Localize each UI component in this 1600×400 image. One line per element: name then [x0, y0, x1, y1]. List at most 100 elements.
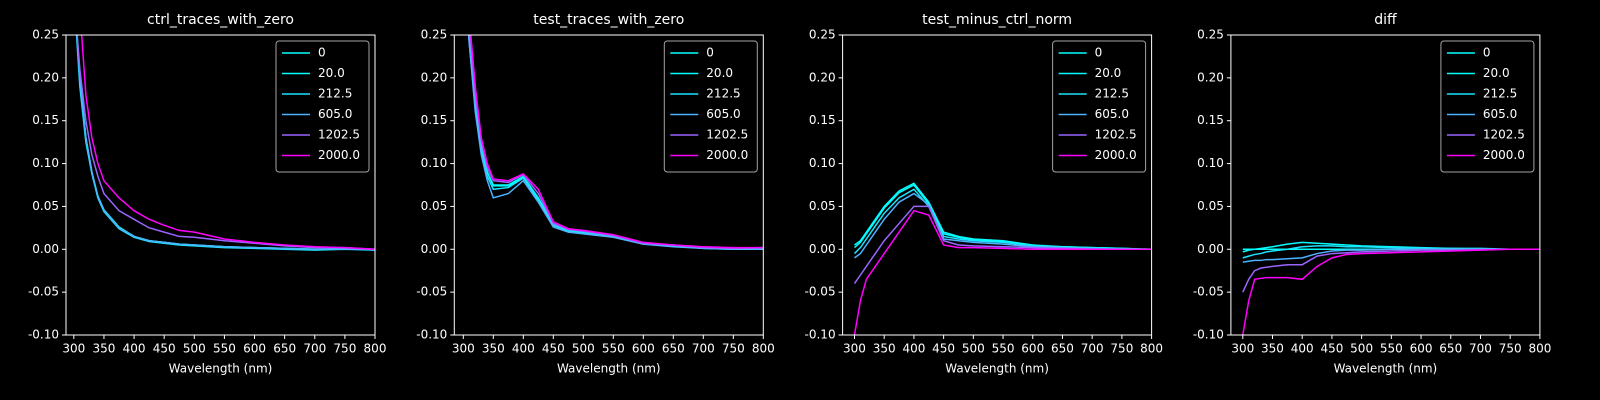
y-tick-label: 0.10: [421, 156, 448, 170]
series-line: [470, 35, 764, 249]
y-tick-label: 0.20: [1197, 70, 1224, 84]
x-axis-label: Wavelength (nm): [945, 362, 1049, 376]
y-tick-label: 0.15: [1197, 113, 1224, 127]
legend-label: 20.0: [706, 66, 733, 80]
x-tick-label: 400: [123, 342, 146, 356]
x-tick-label: 400: [902, 342, 925, 356]
y-tick-label: 0.05: [809, 199, 836, 213]
x-tick-label: 650: [1051, 342, 1074, 356]
x-tick-label: 700: [1081, 342, 1104, 356]
x-axis-label: Wavelength (nm): [557, 362, 661, 376]
x-tick-label: 450: [932, 342, 955, 356]
y-tick-label: 0.00: [421, 242, 448, 256]
legend-label: 605.0: [706, 107, 740, 121]
legend-label: 20.0: [318, 66, 345, 80]
series-line: [80, 35, 375, 251]
x-tick-label: 500: [572, 342, 595, 356]
x-axis-label: Wavelength (nm): [169, 362, 273, 376]
axes-frame: [842, 34, 1153, 336]
y-tick-label: 0.25: [421, 28, 448, 42]
legend-label: 0: [318, 46, 326, 60]
legend-label: 1202.5: [318, 128, 360, 142]
y-tick-label: 0.20: [421, 70, 448, 84]
x-tick-label: 750: [333, 342, 356, 356]
legend-label: 212.5: [1095, 87, 1129, 101]
x-tick-label: 450: [153, 342, 176, 356]
axes-frame: [1230, 34, 1541, 336]
legend-label: 2000.0: [318, 148, 360, 162]
plot-lines: [75, 35, 375, 251]
y-tick-label: 0.20: [809, 70, 836, 84]
legend-label: 1202.5: [1483, 128, 1525, 142]
x-tick-label: 800: [1140, 342, 1163, 356]
series-line: [467, 35, 764, 251]
x-tick-label: 550: [602, 342, 625, 356]
series-line: [76, 35, 375, 251]
x-tick-label: 800: [364, 342, 387, 356]
legend-label: 0: [1483, 46, 1491, 60]
y-tick-label: -0.05: [416, 285, 447, 299]
y-tick-label: 0.10: [809, 156, 836, 170]
x-tick-label: 300: [62, 342, 85, 356]
x-tick-label: 500: [183, 342, 206, 356]
y-tick-label: -0.05: [28, 285, 59, 299]
x-tick-label: 450: [1320, 342, 1343, 356]
y-tick-label: 0.10: [1197, 156, 1224, 170]
x-tick-label: 550: [1380, 342, 1403, 356]
y-tick-label: 0.20: [32, 70, 59, 84]
x-axis-label: Wavelength (nm): [1334, 362, 1438, 376]
series-line: [1242, 248, 1540, 293]
x-tick-label: 300: [1231, 342, 1254, 356]
legend-label: 20.0: [1095, 66, 1122, 80]
x-tick-label: 350: [1261, 342, 1284, 356]
chart-title: test_minus_ctrl_norm: [922, 12, 1072, 28]
legend-label: 2000.0: [1483, 148, 1525, 162]
x-tick-label: 750: [722, 342, 745, 356]
x-tick-label: 600: [632, 342, 655, 356]
x-tick-label: 350: [482, 342, 505, 356]
plot-lines: [467, 35, 764, 251]
y-tick-label: 0.05: [421, 199, 448, 213]
legend-label: 605.0: [1095, 107, 1129, 121]
legend-label: 0: [1095, 46, 1103, 60]
legend-label: 1202.5: [706, 128, 748, 142]
y-tick-label: 0.15: [32, 113, 59, 127]
x-tick-label: 650: [1439, 342, 1462, 356]
legend-label: 20.0: [1483, 66, 1510, 80]
x-tick-label: 550: [992, 342, 1015, 356]
legend-label: 0: [706, 46, 714, 60]
legend-label: 212.5: [706, 87, 740, 101]
legend-label: 212.5: [318, 87, 352, 101]
y-tick-label: 0.25: [809, 28, 836, 42]
x-tick-label: 700: [1469, 342, 1492, 356]
x-tick-label: 600: [1021, 342, 1044, 356]
axes-frame: [65, 34, 376, 336]
y-tick-label: -0.10: [416, 328, 447, 342]
y-tick-label: -0.05: [805, 285, 836, 299]
series-line: [853, 209, 1152, 335]
legend-label: 2000.0: [706, 148, 748, 162]
x-tick-label: 400: [512, 342, 535, 356]
y-tick-label: 0.00: [809, 242, 836, 256]
x-tick-label: 650: [662, 342, 685, 356]
y-tick-label: 0.00: [32, 242, 59, 256]
legend-label: 1202.5: [1095, 128, 1137, 142]
x-tick-label: 350: [873, 342, 896, 356]
x-tick-label: 750: [1110, 342, 1133, 356]
x-tick-label: 750: [1499, 342, 1522, 356]
y-tick-label: 0.05: [32, 199, 59, 213]
legend-label: 605.0: [1483, 107, 1517, 121]
x-tick-label: 650: [273, 342, 296, 356]
y-tick-label: 0.05: [1197, 199, 1224, 213]
y-tick-label: -0.10: [805, 328, 836, 342]
y-tick-label: 0.25: [1197, 28, 1224, 42]
y-tick-label: 0.25: [32, 28, 59, 42]
x-tick-label: 600: [1410, 342, 1433, 356]
chart-title: ctrl_traces_with_zero: [147, 12, 294, 28]
x-tick-label: 500: [1350, 342, 1373, 356]
x-tick-label: 700: [692, 342, 715, 356]
series-line: [1242, 248, 1540, 335]
